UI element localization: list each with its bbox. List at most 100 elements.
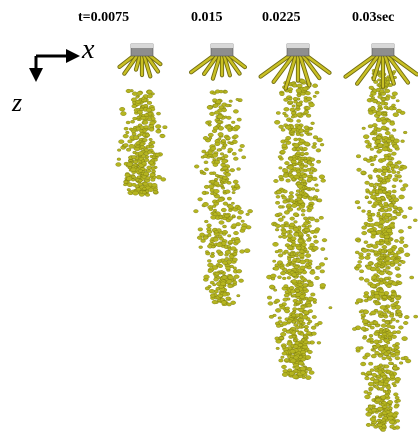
droplet [296,119,301,123]
droplet [382,146,389,152]
droplet [308,102,315,108]
droplet [225,103,230,108]
droplet [200,238,206,243]
droplet [126,147,132,152]
droplet [384,155,390,160]
spray-snapshot-3 [258,43,333,380]
droplet [379,219,386,225]
droplet [387,271,393,276]
droplet [395,300,400,304]
z-axis-arrowhead [29,68,43,82]
droplet [278,205,283,209]
droplet [233,109,239,114]
droplet [131,97,137,102]
droplet [300,325,305,329]
droplet [282,297,288,302]
droplet [118,139,125,144]
droplet [298,320,304,324]
droplet [361,319,369,324]
droplet [290,168,295,172]
droplet [282,199,288,204]
droplet [311,315,317,319]
droplet [392,197,400,203]
droplet [141,190,147,195]
droplet [282,168,289,173]
droplet [382,168,388,173]
droplet [141,161,147,166]
droplet [232,252,238,256]
droplet [379,327,384,332]
droplet [296,197,302,202]
droplet [304,131,309,135]
droplet [371,372,377,378]
droplet [290,236,297,241]
droplet [134,147,141,152]
droplet [378,259,383,263]
droplet [198,245,203,249]
droplet [377,339,383,344]
droplet [403,321,409,325]
droplet [273,179,279,183]
droplet [316,159,321,164]
droplet [131,129,136,134]
droplet [274,228,280,232]
droplet [376,406,384,412]
droplet [316,265,322,270]
droplet [231,201,235,205]
droplet [358,276,365,281]
droplet [366,339,372,343]
droplet [361,248,368,253]
droplet [302,344,308,350]
droplet [394,352,400,356]
droplet [310,325,317,330]
droplet [283,293,290,298]
droplet [211,245,216,249]
droplet [391,151,397,156]
nozzle-3 [286,43,310,57]
droplet [299,332,305,336]
droplet [369,368,375,372]
nozzle-cap [372,44,394,48]
droplet [221,139,226,143]
droplet [130,120,135,124]
droplet [380,403,385,407]
droplet [235,98,240,101]
droplet-cloud-1 [115,88,168,197]
droplet [145,193,150,197]
droplet [281,351,287,356]
droplet [275,195,281,199]
droplet [372,185,377,189]
droplet [382,189,387,194]
droplet [281,234,288,239]
droplet [376,197,382,202]
droplet [369,249,374,253]
droplet [204,219,209,224]
droplet [227,147,234,152]
droplet [231,120,236,124]
droplet [381,356,387,361]
droplet [309,166,315,171]
droplet [368,85,374,90]
droplet [368,404,374,409]
nozzle-2 [210,43,234,57]
droplet [153,158,158,162]
droplet [307,350,313,354]
droplet [306,303,313,308]
droplet [294,265,300,270]
droplet [274,250,279,254]
droplet [232,257,238,262]
droplet [291,240,296,244]
droplet [381,119,388,124]
nozzle-cap [131,44,153,48]
droplet [300,370,306,375]
droplet [209,111,215,116]
axes-indicator [29,49,80,82]
droplet [149,172,156,177]
droplet [374,385,379,389]
droplet [212,212,218,216]
droplet [395,280,400,284]
droplet [388,419,395,425]
droplet [407,206,413,210]
droplet [396,171,401,174]
droplet [221,108,227,113]
